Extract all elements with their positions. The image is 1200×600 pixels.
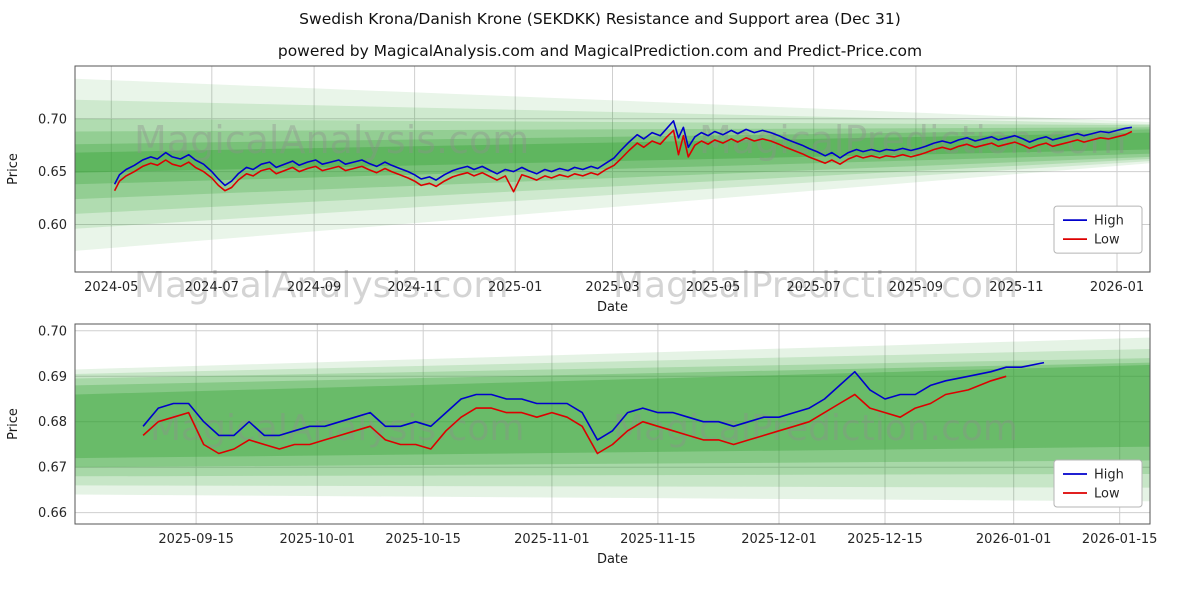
x-tick-label: 2025-09	[889, 280, 943, 295]
x-tick-label: 2025-11-15	[620, 532, 696, 547]
x-tick-label: 2026-01-15	[1082, 532, 1158, 547]
legend	[1053, 459, 1143, 508]
y-tick-label: 0.69	[38, 370, 67, 385]
x-tick-label: 2025-09-15	[158, 532, 234, 547]
y-tick-label: 0.70	[38, 112, 67, 127]
x-tick-label: 2025-05	[686, 280, 740, 295]
bottom-chart: MagicalAnalysis.com MagicalPrediction.com…	[6, 323, 1158, 567]
support-resistance-band	[75, 127, 1150, 200]
chart-subtitle: powered by MagicalAnalysis.com and Magic…	[277, 42, 923, 60]
legend-high-label: High	[1094, 468, 1124, 483]
x-tick-label: 2024-11	[387, 280, 441, 295]
low-line	[113, 129, 1133, 193]
x-tick-label: 2024-09	[287, 280, 341, 295]
support-resistance-band	[75, 129, 1150, 185]
x-tick-label: 2025-12-15	[847, 532, 923, 547]
y-tick-label: 0.67	[38, 461, 67, 476]
x-tick-label: 2025-01	[488, 280, 542, 295]
chart-header: Swedish Krona/Danish Krone (SEKDKK) Resi…	[0, 0, 1200, 60]
watermark: MagicalAnalysis.com	[134, 118, 529, 162]
legend-low-label: Low	[1094, 233, 1120, 248]
x-tick-label: 2025-03	[585, 280, 639, 295]
x-axis-label: Date	[597, 300, 628, 312]
y-tick-label: 0.68	[38, 415, 67, 430]
x-tick-label: 2025-11	[989, 280, 1043, 295]
support-resistance-band	[75, 78, 1150, 251]
top-chart: MagicalAnalysis.com MagicalPrediction.com…	[6, 65, 1151, 312]
support-resistance-band	[75, 358, 1150, 477]
support-resistance-band	[75, 362, 1150, 468]
plot-frame	[74, 323, 1151, 525]
x-tick-label: 2025-12-01	[741, 532, 817, 547]
y-tick-label: 0.70	[38, 324, 67, 339]
x-tick-label: 2026-01-01	[976, 532, 1052, 547]
x-tick-label: 2025-07	[787, 280, 841, 295]
y-axis-label: Price	[6, 408, 21, 440]
plot-frame	[74, 65, 1151, 273]
x-tick-label: 2025-10-01	[280, 532, 356, 547]
support-resistance-band	[75, 337, 1150, 502]
support-resistance-band	[75, 349, 1150, 488]
x-tick-label: 2025-10-15	[385, 532, 461, 547]
high-line	[142, 361, 1045, 441]
watermark: MagicalPrediction.com	[613, 408, 1018, 449]
chart-title: Swedish Krona/Danish Krone (SEKDKK) Resi…	[299, 10, 901, 28]
legend	[1053, 205, 1143, 254]
watermark: MagicalPrediction.com	[699, 118, 1127, 162]
legend-low-label: Low	[1094, 487, 1120, 502]
high-line	[113, 120, 1133, 187]
x-axis-label: Date	[597, 552, 628, 567]
x-tick-label: 2026-01	[1090, 280, 1144, 295]
watermark: MagicalAnalysis.com	[150, 408, 524, 449]
x-tick-label: 2024-07	[185, 280, 239, 295]
support-resistance-band	[75, 99, 1150, 229]
y-tick-label: 0.60	[38, 218, 67, 233]
y-tick-label: 0.66	[38, 506, 67, 521]
x-tick-label: 2024-05	[84, 280, 138, 295]
low-line	[142, 375, 1007, 455]
legend-high-label: High	[1094, 214, 1124, 229]
x-tick-label: 2025-11-01	[514, 532, 590, 547]
y-tick-label: 0.65	[38, 165, 67, 180]
y-axis-label: Price	[6, 153, 21, 185]
